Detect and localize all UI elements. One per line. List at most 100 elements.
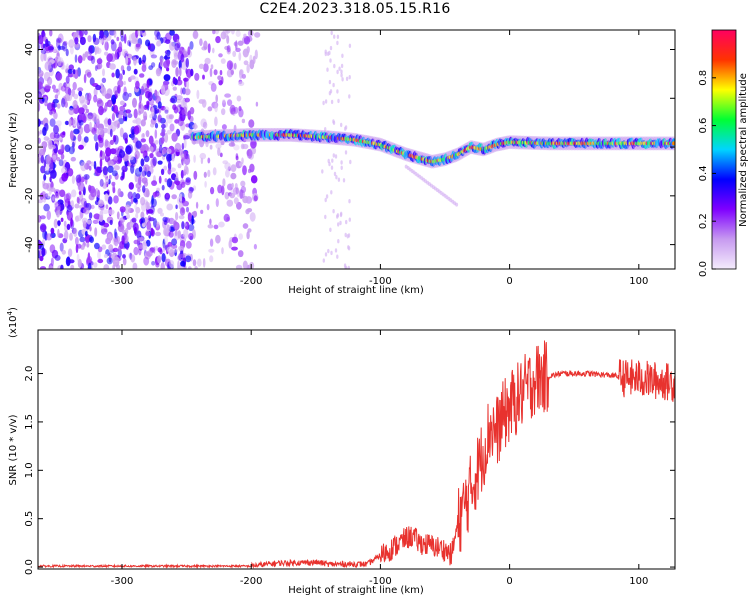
noise-speck bbox=[178, 253, 186, 258]
noise-speck bbox=[150, 54, 158, 59]
noise-speck bbox=[194, 72, 200, 81]
noise-speck bbox=[124, 232, 127, 240]
noise-speck bbox=[38, 156, 42, 164]
noise-speck bbox=[135, 212, 139, 219]
noise-speck bbox=[78, 90, 83, 97]
noise-speck bbox=[93, 262, 98, 268]
noise-speck bbox=[39, 266, 47, 269]
noise-speck bbox=[331, 158, 334, 163]
noise-speck bbox=[332, 209, 335, 214]
noise-speck bbox=[120, 35, 125, 42]
noise-speck bbox=[43, 174, 47, 181]
noise-speck bbox=[155, 221, 160, 228]
noise-speck bbox=[150, 123, 155, 128]
noise-speck bbox=[134, 226, 138, 236]
noise-speck bbox=[124, 204, 131, 215]
noise-speck bbox=[146, 100, 150, 107]
noise-speck bbox=[68, 108, 75, 116]
noise-speck bbox=[57, 61, 65, 67]
noise-speck bbox=[77, 87, 84, 92]
noise-speck bbox=[47, 76, 53, 86]
noise-speck bbox=[146, 170, 151, 177]
noise-speck bbox=[143, 180, 149, 187]
noise-speck bbox=[330, 99, 334, 105]
noise-speck bbox=[111, 252, 118, 261]
x-tick-label: -200 bbox=[240, 276, 263, 287]
noise-speck bbox=[109, 148, 117, 155]
noise-speck bbox=[78, 119, 84, 126]
noise-speck bbox=[174, 43, 180, 51]
noise-speck bbox=[332, 82, 335, 88]
noise-speck bbox=[181, 109, 186, 116]
noise-speck bbox=[242, 143, 249, 150]
noise-speck bbox=[157, 114, 162, 123]
noise-speck bbox=[242, 165, 247, 176]
noise-speck bbox=[188, 232, 194, 240]
noise-speck bbox=[57, 56, 62, 67]
noise-speck bbox=[324, 49, 327, 54]
noise-speck bbox=[204, 57, 211, 65]
x-tick-label: -300 bbox=[111, 276, 134, 287]
noise-speck bbox=[83, 174, 90, 180]
noise-speck bbox=[119, 100, 125, 106]
noise-speck bbox=[132, 192, 137, 200]
noise-speck bbox=[328, 161, 331, 167]
noise-speck bbox=[81, 217, 88, 224]
noise-speck bbox=[87, 55, 94, 61]
noise-speck bbox=[185, 57, 189, 68]
noise-speck bbox=[86, 115, 93, 121]
noise-speck bbox=[338, 66, 341, 71]
noise-speck bbox=[39, 129, 42, 135]
noise-speck bbox=[166, 129, 172, 135]
noise-speck bbox=[163, 236, 169, 245]
noise-speck bbox=[227, 99, 233, 106]
noise-speck bbox=[235, 153, 239, 159]
noise-speck bbox=[47, 102, 53, 111]
noise-speck bbox=[230, 69, 234, 76]
noise-speck bbox=[77, 55, 83, 64]
snr-plot-area bbox=[38, 330, 675, 569]
noise-speck bbox=[113, 237, 119, 247]
noise-speck bbox=[324, 197, 327, 203]
noise-speck bbox=[103, 264, 110, 269]
noise-speck bbox=[163, 106, 170, 113]
noise-speck bbox=[156, 40, 161, 47]
noise-speck bbox=[71, 141, 75, 148]
noise-speck bbox=[86, 242, 90, 248]
noise-speck bbox=[156, 187, 160, 192]
noise-speck bbox=[79, 236, 86, 243]
noise-speck bbox=[187, 266, 192, 269]
noise-speck bbox=[163, 165, 168, 171]
noise-speck bbox=[233, 106, 239, 114]
noise-speck bbox=[101, 224, 105, 234]
noise-speck bbox=[41, 247, 46, 257]
noise-speck bbox=[187, 46, 191, 56]
noise-speck bbox=[51, 103, 58, 108]
noise-speck bbox=[78, 182, 85, 192]
noise-speck bbox=[238, 108, 244, 118]
noise-speck bbox=[175, 98, 182, 104]
noise-speck bbox=[61, 97, 66, 108]
noise-speck bbox=[166, 153, 173, 162]
noise-speck bbox=[101, 244, 107, 250]
noise-speck bbox=[88, 45, 93, 55]
noise-speck bbox=[233, 144, 240, 151]
noise-speck bbox=[221, 247, 224, 255]
noise-speck bbox=[38, 81, 43, 90]
noise-speck bbox=[117, 188, 122, 197]
noise-speck bbox=[98, 105, 104, 116]
noise-speck bbox=[347, 245, 350, 250]
noise-speck bbox=[187, 110, 191, 121]
noise-speck bbox=[40, 52, 45, 62]
noise-speck bbox=[138, 57, 142, 65]
noise-speck bbox=[140, 196, 146, 206]
noise-speck bbox=[231, 236, 239, 244]
ridge-tail bbox=[455, 202, 459, 207]
noise-speck bbox=[133, 108, 138, 119]
noise-speck bbox=[249, 212, 256, 222]
noise-speck bbox=[139, 93, 142, 103]
noise-speck bbox=[99, 178, 104, 187]
noise-speck bbox=[197, 258, 202, 267]
snr-line bbox=[38, 340, 675, 569]
